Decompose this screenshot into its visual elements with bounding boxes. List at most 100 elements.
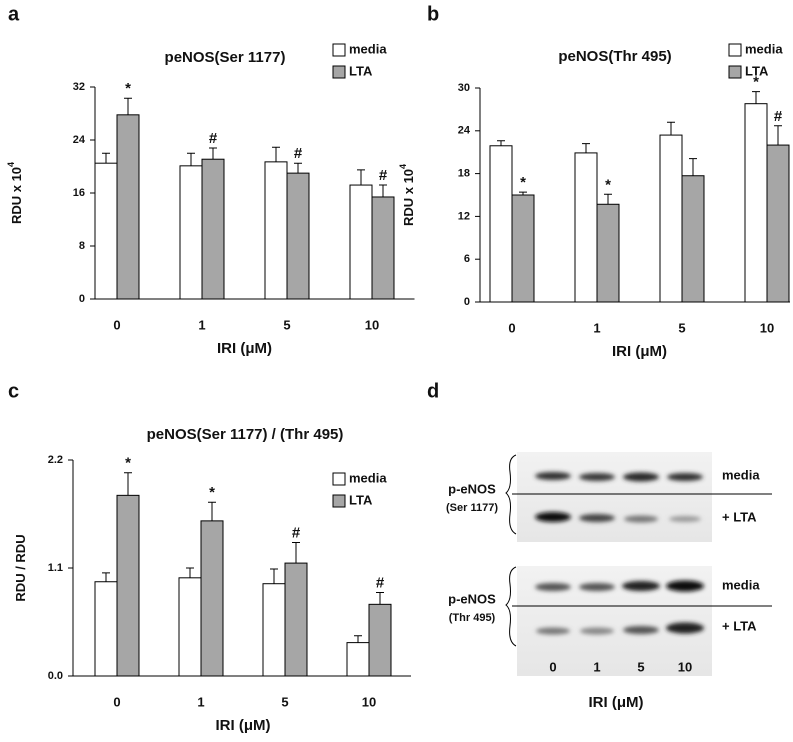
y-tick-label: 32 <box>73 81 85 93</box>
significance-marker: # <box>379 167 388 184</box>
x-tick-label: 5 <box>678 320 685 335</box>
x-axis-label: IRI (μM) <box>612 343 667 360</box>
blot-sublabel: (Thr 495) <box>449 612 496 624</box>
error-bar <box>667 121 675 136</box>
error-bar <box>354 635 362 643</box>
legend-label: media <box>745 41 783 56</box>
y-tick-label: 6 <box>464 253 470 265</box>
significance-marker: * <box>520 174 526 191</box>
blot-lane-label: 5 <box>637 659 644 674</box>
y-tick-label: 2.2 <box>48 454 63 466</box>
bar <box>116 114 140 300</box>
error-bar <box>186 567 194 578</box>
blot-label: p-eNOS <box>448 481 496 496</box>
error-bar <box>124 97 132 115</box>
significance-marker: # <box>376 575 385 592</box>
error-bar <box>689 158 697 176</box>
legend-swatch <box>332 494 346 508</box>
error-bar <box>208 501 216 521</box>
bar <box>178 577 202 677</box>
bar <box>179 165 203 300</box>
bar <box>489 145 513 303</box>
x-tick-label: 1 <box>593 320 600 335</box>
bar <box>766 144 790 303</box>
blot-lane-label: 1 <box>593 659 600 674</box>
error-bar <box>376 592 384 605</box>
bar <box>346 642 370 677</box>
y-tick-label: 16 <box>73 187 85 199</box>
y-tick-label: 18 <box>458 168 470 180</box>
x-tick-label: 0 <box>113 317 120 332</box>
y-axis-label-text: RDU x 10 <box>9 167 24 224</box>
y-tick-label: 24 <box>73 134 86 146</box>
bar <box>94 162 118 300</box>
blot-row-label: media <box>722 577 760 592</box>
y-axis-label: RDU x 104 <box>398 164 416 226</box>
y-axis-label-text: RDU / RDU <box>13 534 28 601</box>
blot-x-label: IRI (μM) <box>589 694 644 711</box>
error-bar <box>497 140 505 146</box>
bar <box>681 175 705 303</box>
panel-label: c <box>8 380 19 402</box>
y-tick-label: 1.1 <box>48 562 63 574</box>
error-bar <box>292 541 300 564</box>
error-bar <box>379 184 387 197</box>
legend-label: media <box>349 41 387 56</box>
x-tick-label: 10 <box>365 317 379 332</box>
error-bar <box>519 191 527 195</box>
y-axis-label-exponent: 4 <box>398 164 408 169</box>
significance-marker: # <box>209 130 218 147</box>
error-bar <box>752 91 760 104</box>
bar <box>264 161 288 300</box>
y-tick-label: 24 <box>458 125 471 137</box>
bar <box>368 603 392 677</box>
bar <box>116 494 140 677</box>
blot-label: p-eNOS <box>448 591 496 606</box>
x-tick-label: 10 <box>362 694 376 709</box>
error-bar <box>582 143 590 153</box>
panel-label: a <box>8 3 20 25</box>
blot-row-label: media <box>722 467 760 482</box>
y-tick-label: 0 <box>79 293 85 305</box>
bar <box>596 203 620 303</box>
x-tick-label: 1 <box>198 317 205 332</box>
error-bar <box>209 147 217 160</box>
y-tick-label: 0 <box>464 296 470 308</box>
x-axis-label: IRI (μM) <box>217 340 272 357</box>
legend-label: media <box>349 470 387 485</box>
error-bar <box>102 572 110 582</box>
error-bar <box>774 125 782 146</box>
error-bar <box>357 169 365 186</box>
legend-swatch <box>728 43 742 57</box>
legend-swatch <box>332 472 346 486</box>
x-tick-label: 0 <box>113 694 120 709</box>
bar <box>94 581 118 677</box>
x-tick-label: 10 <box>760 320 774 335</box>
blot-row-label: + LTA <box>722 618 757 633</box>
x-tick-label: 0 <box>508 320 515 335</box>
significance-marker: # <box>774 108 783 125</box>
blot-lane-label: 0 <box>549 659 556 674</box>
error-bar <box>604 193 612 205</box>
y-tick-label: 8 <box>79 240 85 252</box>
y-tick-label: 12 <box>458 210 470 222</box>
significance-marker: * <box>753 74 759 91</box>
bar <box>286 172 310 300</box>
significance-marker: * <box>125 80 131 97</box>
blot-row-label: + LTA <box>722 509 757 524</box>
y-axis-label: RDU / RDU <box>13 534 28 601</box>
x-tick-label: 5 <box>281 694 288 709</box>
significance-marker: * <box>209 484 215 501</box>
error-bar <box>272 146 280 162</box>
blot-sublabel: (Ser 1177) <box>446 502 498 514</box>
significance-marker: # <box>292 524 301 541</box>
significance-marker: * <box>605 176 611 193</box>
y-tick-label: 30 <box>458 82 470 94</box>
bar <box>201 158 225 300</box>
bar <box>284 562 308 677</box>
bar <box>371 196 395 300</box>
error-bar <box>102 152 110 164</box>
bar <box>262 583 286 677</box>
bar <box>511 194 535 303</box>
chart-title: peNOS(Ser 1177) / (Thr 495) <box>147 426 344 443</box>
